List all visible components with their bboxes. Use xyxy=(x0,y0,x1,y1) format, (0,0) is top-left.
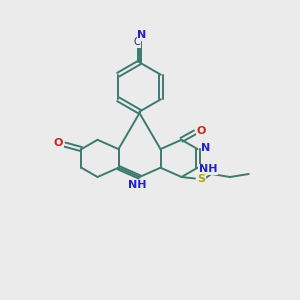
Text: N: N xyxy=(137,30,146,40)
Text: NH: NH xyxy=(199,164,218,174)
Text: N: N xyxy=(201,142,211,153)
Text: O: O xyxy=(54,138,63,148)
Text: C: C xyxy=(134,37,140,47)
Text: O: O xyxy=(196,126,206,136)
Text: S: S xyxy=(197,173,205,184)
Text: NH: NH xyxy=(128,180,146,190)
